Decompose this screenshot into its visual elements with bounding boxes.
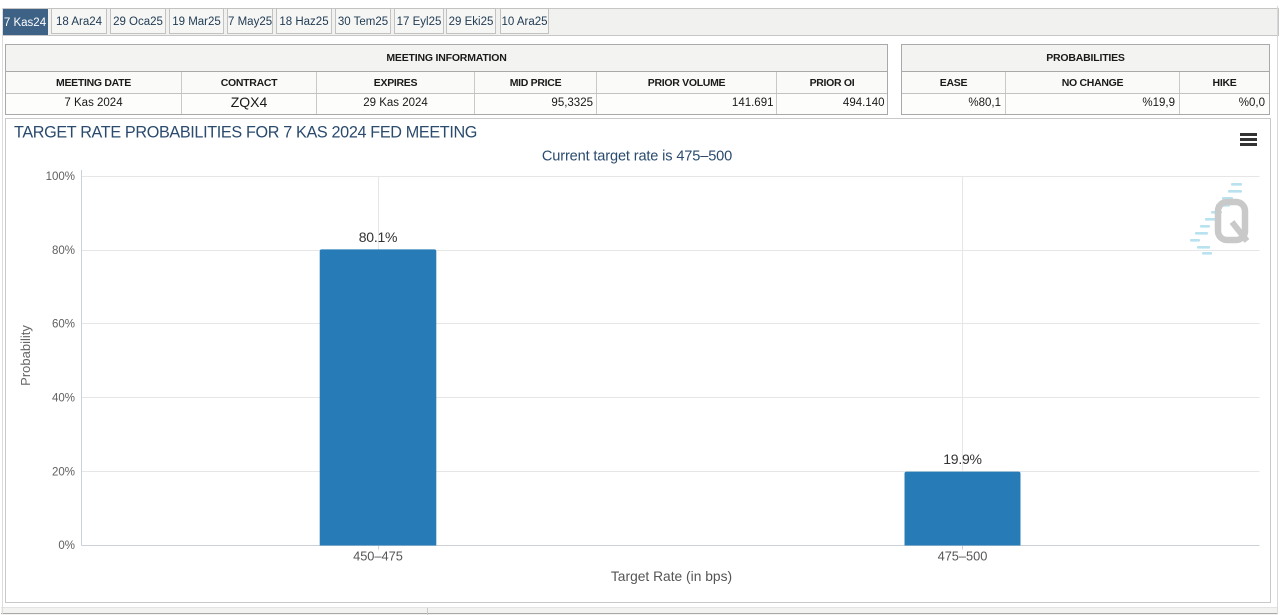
svg-text:20%: 20% — [52, 467, 75, 479]
svg-text:Probability: Probability — [18, 325, 33, 386]
svg-text:TARGET RATE PROBABILITIES FOR: TARGET RATE PROBABILITIES FOR 7 KAS 2024… — [14, 124, 477, 142]
svg-text:450–475: 450–475 — [353, 549, 403, 564]
svg-text:60%: 60% — [52, 319, 75, 331]
svg-text:80%: 80% — [52, 245, 75, 257]
svg-text:100%: 100% — [46, 171, 75, 183]
svg-text:Current target rate is 475–500: Current target rate is 475–500 — [542, 149, 732, 165]
svg-text:80.1%: 80.1% — [359, 229, 397, 245]
svg-text:475–500: 475–500 — [938, 549, 988, 564]
svg-text:40%: 40% — [52, 393, 75, 405]
svg-text:19.9%: 19.9% — [943, 451, 981, 467]
svg-text:0%: 0% — [58, 540, 75, 552]
svg-text:Target Rate (in bps): Target Rate (in bps) — [611, 569, 732, 584]
